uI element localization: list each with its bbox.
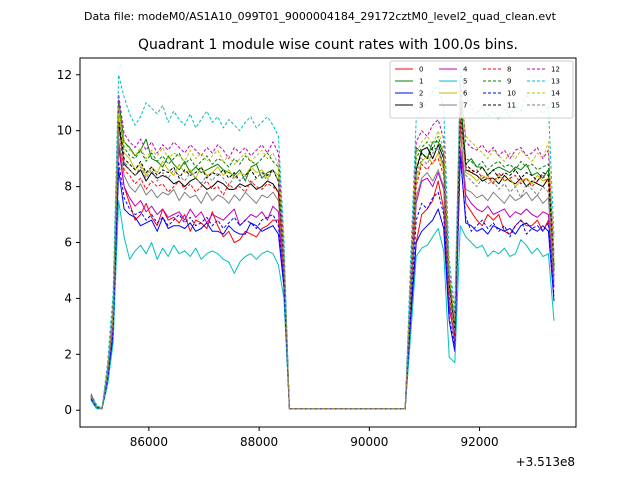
series-line-15 bbox=[90, 105, 555, 410]
legend-label-7: 7 bbox=[463, 102, 467, 110]
y-tick-label: 10 bbox=[57, 124, 72, 138]
x-tick-label: 90000 bbox=[350, 435, 388, 449]
x-tick-label: 92000 bbox=[460, 435, 498, 449]
y-tick-label: 12 bbox=[57, 68, 72, 82]
legend-label-5: 5 bbox=[463, 78, 467, 86]
legend-label-2: 2 bbox=[419, 90, 423, 98]
y-tick-label: 0 bbox=[64, 403, 72, 417]
series-line-12 bbox=[90, 79, 555, 410]
x-tick-label: 86000 bbox=[130, 435, 168, 449]
series-line-9 bbox=[90, 96, 555, 410]
legend-label-9: 9 bbox=[507, 78, 511, 86]
series-line-13 bbox=[90, 71, 555, 410]
x-offset-label: +3.513e8 bbox=[516, 455, 575, 469]
series-line-0 bbox=[90, 124, 555, 410]
legend-label-3: 3 bbox=[419, 102, 423, 110]
data-file-label: Data file: modeM0/AS1A10_099T01_90000041… bbox=[84, 10, 557, 23]
legend-label-10: 10 bbox=[507, 90, 516, 98]
legend-label-1: 1 bbox=[419, 78, 423, 86]
legend-label-4: 4 bbox=[463, 66, 468, 74]
y-axis: 0 2 4 6 8 10 12 bbox=[57, 68, 80, 417]
x-tick-label: 88000 bbox=[240, 435, 278, 449]
y-tick-label: 6 bbox=[64, 236, 72, 250]
y-tick-label: 4 bbox=[64, 291, 72, 305]
series-line-11 bbox=[90, 107, 555, 410]
legend-label-11: 11 bbox=[507, 102, 516, 110]
series-line-3 bbox=[90, 99, 555, 410]
legend-label-8: 8 bbox=[507, 66, 511, 74]
series-line-10 bbox=[90, 158, 555, 410]
x-axis: 86000 88000 90000 92000 bbox=[130, 427, 499, 449]
legend-label-12: 12 bbox=[551, 66, 560, 74]
y-tick-label: 2 bbox=[64, 347, 72, 361]
series-line-4 bbox=[90, 147, 555, 410]
series-line-8 bbox=[90, 119, 555, 410]
legend-label-15: 15 bbox=[551, 102, 560, 110]
legend-label-14: 14 bbox=[551, 90, 560, 98]
series-line-2 bbox=[90, 152, 555, 410]
y-tick-label: 8 bbox=[64, 180, 72, 194]
legend-label-0: 0 bbox=[419, 66, 423, 74]
chart-title: Quadrant 1 module wise count rates with … bbox=[138, 37, 518, 53]
series-line-6 bbox=[90, 107, 555, 410]
legend-box bbox=[389, 60, 574, 119]
series-layer bbox=[90, 71, 555, 410]
legend-label-13: 13 bbox=[551, 78, 560, 86]
series-line-5 bbox=[90, 200, 555, 410]
legend-label-6: 6 bbox=[463, 90, 468, 98]
